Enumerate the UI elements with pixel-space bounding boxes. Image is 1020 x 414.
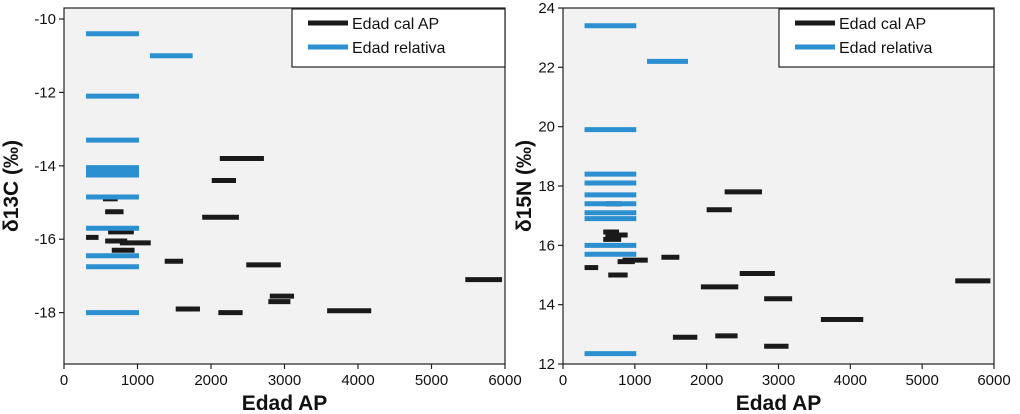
x-tick-label: 4000 bbox=[341, 372, 374, 389]
x-tick-label: 5000 bbox=[905, 372, 938, 389]
y-tick-label: 20 bbox=[538, 119, 555, 136]
x-tick-label: 2000 bbox=[690, 372, 723, 389]
x-tick-label: 0 bbox=[559, 372, 567, 389]
series-edad-relativa bbox=[86, 31, 193, 316]
x-tick-label: 3000 bbox=[762, 372, 795, 389]
legend-label: Edad relativa bbox=[839, 40, 932, 57]
legend-box bbox=[778, 8, 995, 68]
x-axis-title: Edad AP bbox=[736, 392, 822, 414]
y-tick-label: 24 bbox=[538, 0, 555, 17]
x-tick-label: 0 bbox=[60, 372, 68, 389]
y-axis-title: δ15N (‰) bbox=[513, 140, 536, 232]
x-tick-label: 1000 bbox=[121, 372, 154, 389]
series-edad-relativa bbox=[584, 23, 688, 357]
x-tick-label: 2000 bbox=[194, 372, 227, 389]
y-tick-label: -10 bbox=[34, 11, 56, 28]
legend: Edad cal AP Edad relativa bbox=[778, 8, 995, 68]
legend-box bbox=[291, 8, 506, 68]
chart-d15n: 0 1000 2000 3000 4000 5000 6000 12 14 16 18 20 22 24 E… bbox=[513, 0, 1011, 414]
x-tick-label: 6000 bbox=[977, 372, 1010, 389]
y-tick-label: -14 bbox=[34, 158, 56, 175]
x-tick-label: 5000 bbox=[415, 372, 448, 389]
legend-label: Edad relativa bbox=[352, 40, 445, 57]
y-tick-label: 12 bbox=[538, 356, 555, 373]
y-tick-label: 22 bbox=[538, 59, 555, 76]
legend: Edad cal AP Edad relativa bbox=[291, 8, 506, 68]
y-tick-label: -18 bbox=[34, 305, 56, 322]
y-tick-label: -16 bbox=[34, 231, 56, 248]
y-tick-label: 16 bbox=[538, 237, 555, 254]
y-tick-label: -12 bbox=[34, 84, 56, 101]
x-tick-label: 6000 bbox=[488, 372, 521, 389]
x-tick-label: 1000 bbox=[618, 372, 651, 389]
legend-label: Edad cal AP bbox=[839, 16, 926, 33]
x-tick-label: 4000 bbox=[834, 372, 867, 389]
x-tick-label: 3000 bbox=[268, 372, 301, 389]
y-tick-label: 14 bbox=[538, 297, 555, 314]
y-axis-title: δ13C (‰) bbox=[0, 140, 23, 232]
chart-d13c: 0 1000 2000 3000 4000 5000 6000 -10 -12 -14 -16 -18… bbox=[0, 7, 522, 414]
y-tick-label: 18 bbox=[538, 178, 555, 195]
x-axis-title: Edad AP bbox=[242, 392, 328, 414]
legend-label: Edad cal AP bbox=[352, 16, 439, 33]
